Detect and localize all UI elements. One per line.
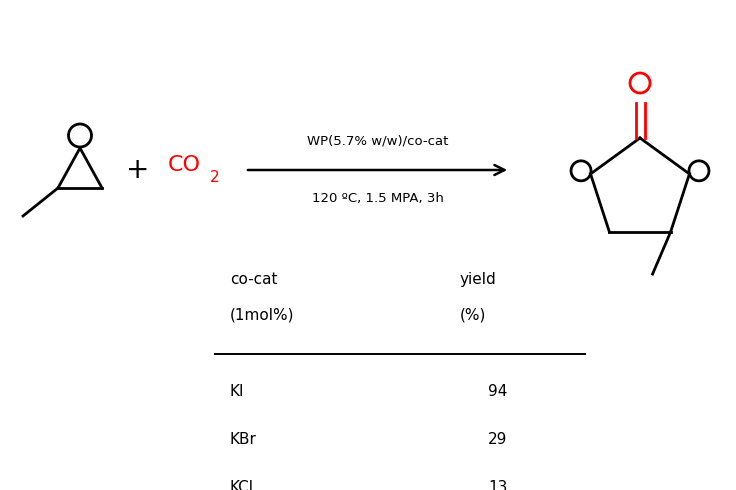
Text: 13: 13 (488, 480, 507, 490)
Text: CO: CO (168, 155, 201, 175)
Text: co-cat: co-cat (230, 272, 277, 287)
Text: KI: KI (230, 384, 244, 399)
Text: +: + (127, 156, 149, 184)
Text: (1mol%): (1mol%) (230, 307, 294, 322)
Text: 29: 29 (488, 432, 507, 447)
Text: 94: 94 (488, 384, 507, 399)
Text: KBr: KBr (230, 432, 257, 447)
Text: 120 ºC, 1.5 MPA, 3h: 120 ºC, 1.5 MPA, 3h (311, 192, 443, 205)
Text: WP(5.7% w/w)/co-cat: WP(5.7% w/w)/co-cat (307, 135, 448, 148)
Text: (%): (%) (460, 307, 486, 322)
Text: KCl: KCl (230, 480, 254, 490)
Text: 2: 2 (210, 170, 219, 185)
Text: yield: yield (460, 272, 497, 287)
